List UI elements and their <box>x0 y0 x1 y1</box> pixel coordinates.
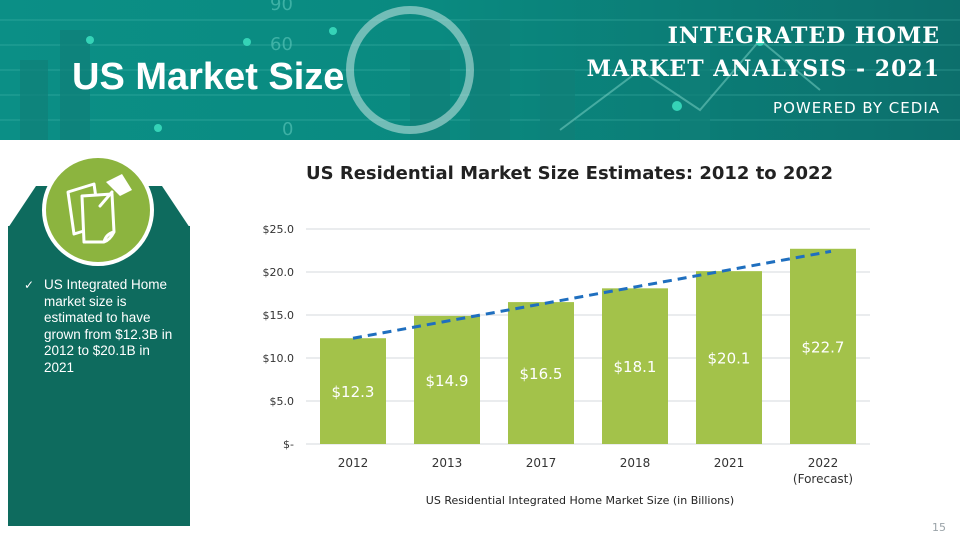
y-tick-label: $20.0 <box>263 266 295 279</box>
x-tick-label: 2021 <box>714 456 745 470</box>
trendline <box>352 249 832 340</box>
icon-badge <box>42 154 154 266</box>
x-tick-label: 2017 <box>526 456 557 470</box>
sticky-notes-pushpin-icon <box>66 174 132 244</box>
y-tick-label: $10.0 <box>263 352 295 365</box>
bar <box>508 302 574 444</box>
brand-title: INTEGRATED HOME MARKET ANALYSIS - 2021 <box>587 20 940 86</box>
y-tick-label: $15.0 <box>263 309 295 322</box>
bar <box>414 315 480 444</box>
y-tick-label: $5.0 <box>270 395 295 408</box>
magnifier-glass <box>346 6 474 134</box>
bar <box>696 271 762 444</box>
checkmark-icon: ✓ <box>24 278 35 292</box>
page-title: US Market Size <box>72 56 345 98</box>
bar <box>602 288 668 444</box>
data-label: $22.7 <box>802 338 845 356</box>
bg-number: 90 <box>270 0 293 15</box>
background-graphics: 90 60 0 <box>0 0 960 140</box>
x-tick-label: 2022 <box>808 456 839 470</box>
brand-line-2: MARKET ANALYSIS - 2021 <box>586 56 940 82</box>
bg-number: 0 <box>282 119 293 140</box>
powered-by: POWERED BY CEDIA <box>773 99 940 117</box>
data-label: $14.9 <box>426 372 469 390</box>
header-banner: 90 60 0 US Market Size INTEGRATED HOME M… <box>0 0 960 140</box>
chart-xlabel: US Residential Integrated Home Market Si… <box>425 494 735 507</box>
sidebar-panel <box>8 226 190 526</box>
data-label: $18.1 <box>614 358 657 376</box>
summary-text: US Integrated Home market size is estima… <box>44 277 173 375</box>
y-tick-label: $- <box>283 438 294 451</box>
summary-bullet: ✓ US Integrated Home market size is esti… <box>24 277 176 376</box>
x-tick-label: 2013 <box>432 456 463 470</box>
x-tick-label: 2012 <box>338 456 369 470</box>
y-tick-label: $25.0 <box>263 223 295 236</box>
data-label: $12.3 <box>332 383 375 401</box>
data-label: $20.1 <box>708 350 751 368</box>
brand-line-1: INTEGRATED HOME <box>667 23 940 49</box>
data-label: $16.5 <box>520 365 563 383</box>
bar <box>320 338 386 444</box>
chart-title: US Residential Market Size Estimates: 20… <box>306 163 834 184</box>
x-tick-sublabel: (Forecast) <box>793 472 853 486</box>
bar <box>790 248 856 444</box>
page-number: 15 <box>932 521 946 534</box>
bg-number: 60 <box>270 34 293 55</box>
x-tick-label: 2018 <box>620 456 651 470</box>
